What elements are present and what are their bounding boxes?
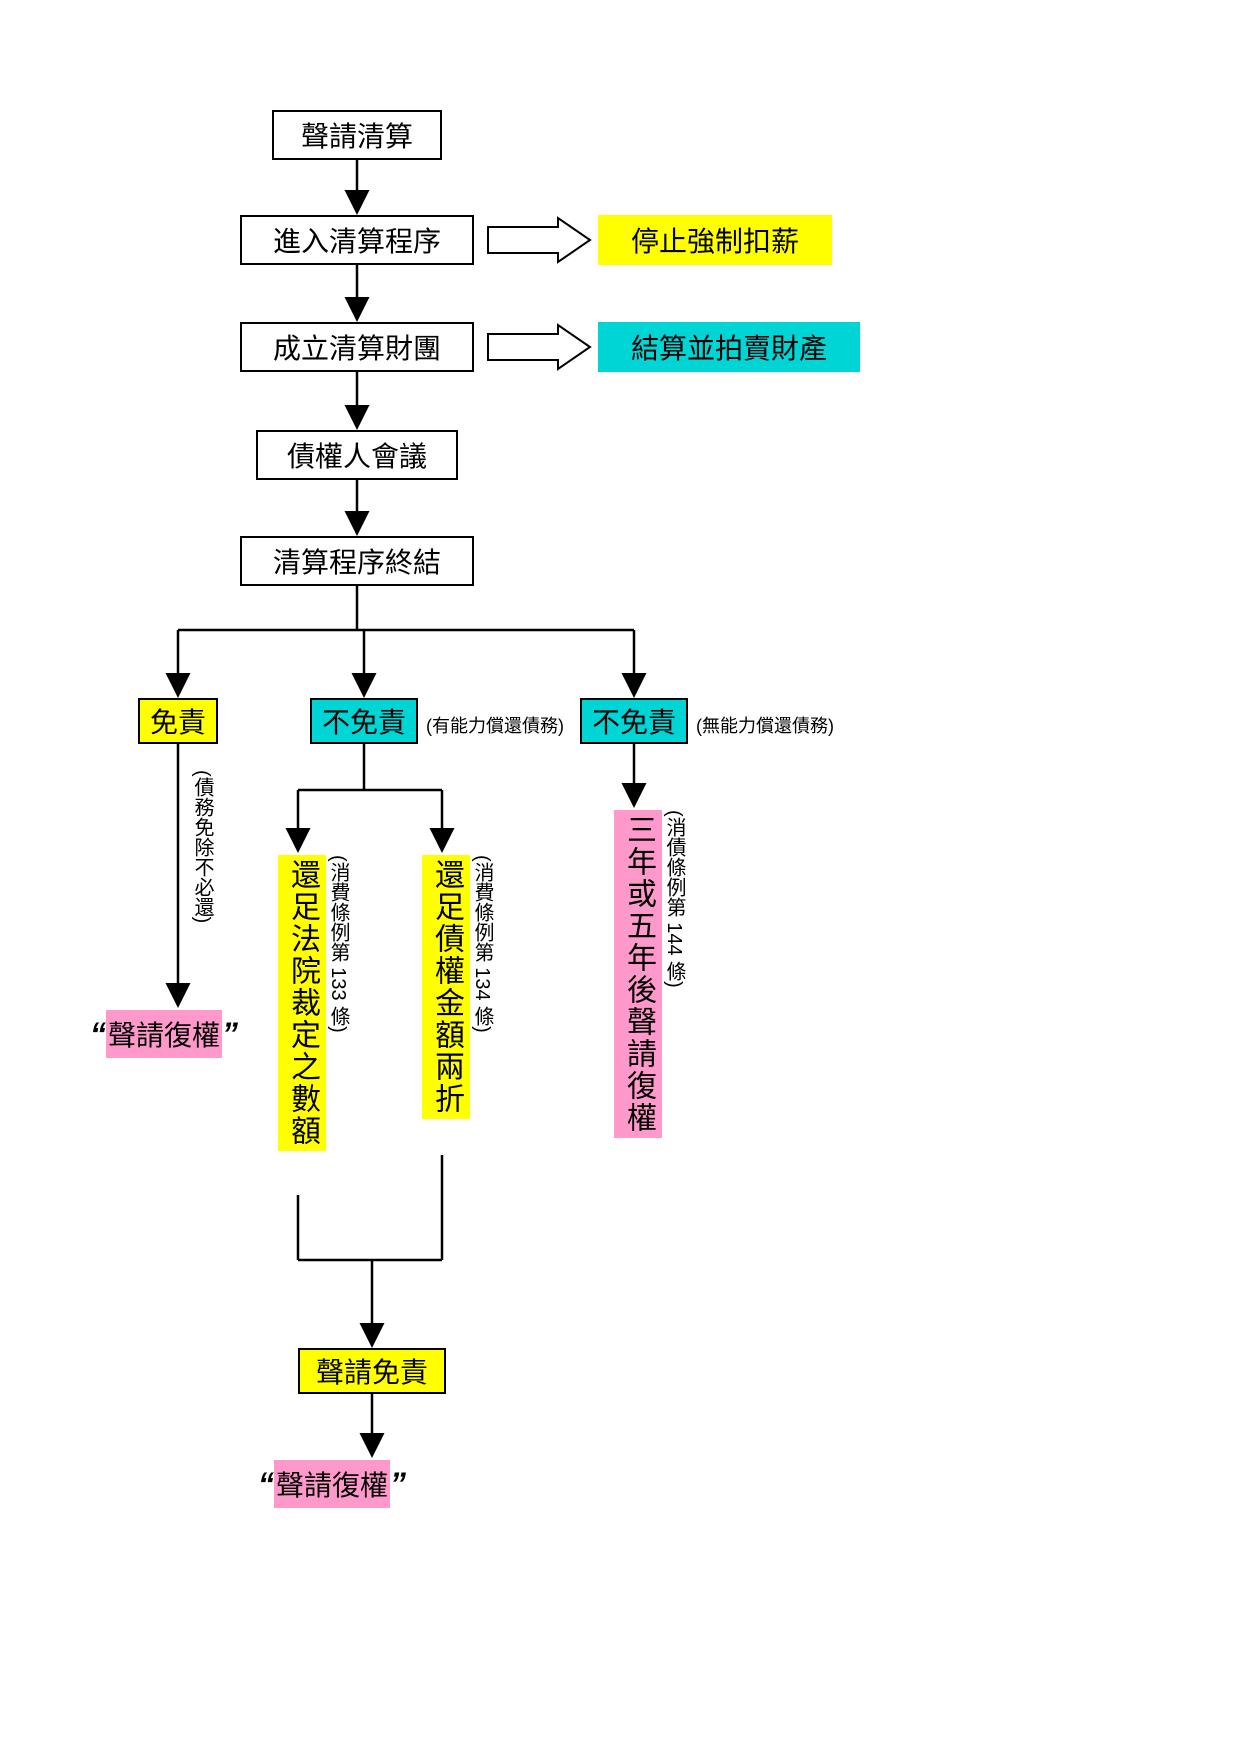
node-label: 聲請免責 [316, 1351, 428, 1391]
node-stop-garnishment: 停止強制扣薪 [598, 215, 832, 265]
node-no-discharge-2: 不免責 [580, 698, 688, 744]
node-repay-court-amount: 還足法院裁定之數額 [278, 855, 326, 1151]
node-label: 免責 [150, 701, 206, 741]
node-label: 清算程序終結 [273, 541, 441, 581]
node-enter-procedure: 進入清算程序 [240, 215, 474, 265]
node-label: 進入清算程序 [273, 220, 441, 260]
node-label: 結算並拍賣財產 [631, 327, 827, 367]
annot-v1: (消費條例第 133 條) [324, 855, 353, 1033]
annot-text: (消費條例第 134 條) [471, 855, 493, 1033]
annot-text: (有能力償還債務) [426, 712, 564, 738]
annot-text: (債務免除不必還) [191, 770, 213, 923]
node-reinstate-after-years: 三年或五年後聲請復權 [614, 810, 662, 1138]
node-leaf-reinstate-2: “ 聲請復權 ” [258, 1460, 406, 1508]
hollow-arrow-1 [488, 218, 590, 262]
node-leaf-reinstate-1: “ 聲請復權 ” [90, 1010, 238, 1058]
node-apply-discharge: 聲請免責 [298, 1348, 446, 1394]
node-discharge: 免責 [138, 698, 218, 744]
node-form-estate: 成立清算財團 [240, 322, 474, 372]
node-label: 三年或五年後聲請復權 [614, 810, 662, 1138]
annot-text: (消債條例第 144 條) [663, 810, 685, 988]
quote-right: ” [222, 1016, 238, 1053]
quote-left: “ [258, 1466, 274, 1503]
node-label: 不免責 [592, 701, 676, 741]
node-label: 聲請復權 [274, 1460, 390, 1508]
annot-text: (消費條例第 133 條) [327, 855, 349, 1033]
node-label: 停止強制扣薪 [631, 220, 799, 260]
node-no-discharge-1: 不免責 [310, 698, 418, 744]
node-label: 成立清算財團 [273, 327, 441, 367]
annot-b3: (無能力償還債務) [696, 712, 834, 738]
node-label: 還足債權金額兩折 [422, 855, 470, 1119]
node-repay-twenty-percent: 還足債權金額兩折 [422, 855, 470, 1119]
node-creditor-meeting: 債權人會議 [256, 430, 458, 480]
annot-v2: (消費條例第 134 條) [468, 855, 497, 1033]
node-label: 聲請清算 [301, 115, 413, 155]
node-settle-auction: 結算並拍賣財產 [598, 322, 860, 372]
node-apply-liquidation: 聲請清算 [272, 110, 442, 160]
node-label: 不免責 [322, 701, 406, 741]
quote-right: ” [390, 1466, 406, 1503]
node-label: 聲請復權 [106, 1010, 222, 1058]
node-label: 還足法院裁定之數額 [278, 855, 326, 1151]
annot-b2: (有能力償還債務) [426, 712, 564, 738]
node-label: 債權人會議 [287, 435, 427, 475]
hollow-arrow-2 [488, 325, 590, 369]
annot-text: (無能力償還債務) [696, 712, 834, 738]
node-procedure-end: 清算程序終結 [240, 536, 474, 586]
annot-v3: (消債條例第 144 條) [660, 810, 689, 988]
quote-left: “ [90, 1016, 106, 1053]
annot-b1-arrow: (債務免除不必還) [188, 770, 217, 923]
